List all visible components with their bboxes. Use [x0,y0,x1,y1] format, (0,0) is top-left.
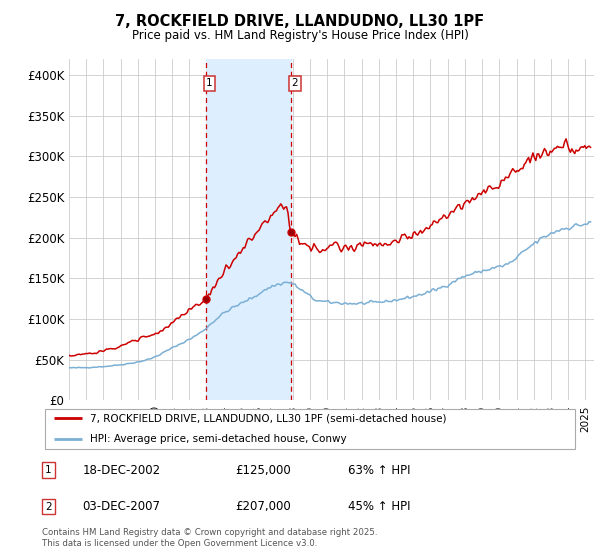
Text: 03-DEC-2007: 03-DEC-2007 [82,500,160,513]
Text: 7, ROCKFIELD DRIVE, LLANDUDNO, LL30 1PF: 7, ROCKFIELD DRIVE, LLANDUDNO, LL30 1PF [115,14,485,29]
Text: 2: 2 [292,78,298,88]
Text: 1: 1 [206,78,213,88]
Text: £207,000: £207,000 [235,500,291,513]
Bar [206,59,292,400]
Text: 63% ↑ HPI: 63% ↑ HPI [348,464,410,477]
Text: 7, ROCKFIELD DRIVE, LLANDUDNO, LL30 1PF (semi-detached house): 7, ROCKFIELD DRIVE, LLANDUDNO, LL30 1PF … [91,413,447,423]
Text: 1: 1 [45,465,52,475]
Text: Contains HM Land Registry data © Crown copyright and database right 2025.
This d: Contains HM Land Registry data © Crown c… [42,528,377,548]
Text: Price paid vs. HM Land Registry's House Price Index (HPI): Price paid vs. HM Land Registry's House … [131,29,469,42]
FancyBboxPatch shape [44,409,575,449]
Text: 2: 2 [45,502,52,511]
Text: HPI: Average price, semi-detached house, Conwy: HPI: Average price, semi-detached house,… [91,434,347,444]
Text: 18-DEC-2002: 18-DEC-2002 [82,464,160,477]
Text: 45% ↑ HPI: 45% ↑ HPI [348,500,410,513]
Text: £125,000: £125,000 [235,464,291,477]
